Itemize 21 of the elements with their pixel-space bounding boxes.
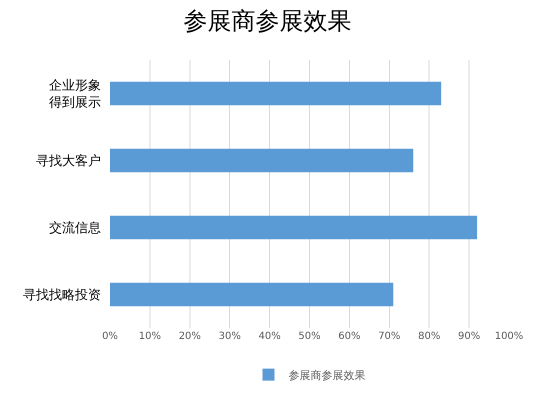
y-tick-label: 企业形象得到展示 xyxy=(49,78,101,110)
x-tick-label: 40% xyxy=(258,331,281,342)
bar xyxy=(110,82,442,106)
x-tick-label: 30% xyxy=(218,331,241,342)
x-tick-label: 100% xyxy=(494,331,524,342)
legend-label: 参展商参展效果 xyxy=(288,368,366,382)
x-tick-label: 10% xyxy=(138,331,162,342)
x-tick-label: 90% xyxy=(458,331,480,342)
bar xyxy=(110,148,414,172)
x-tick-label: 0% xyxy=(102,331,118,342)
y-tick-label: 寻找找略投资 xyxy=(23,288,101,304)
bar xyxy=(110,282,394,306)
y-tick-label: 交流信息 xyxy=(49,220,101,236)
x-tick-label: 50% xyxy=(298,331,321,342)
x-tick-label: 60% xyxy=(338,331,361,342)
x-tick-label: 70% xyxy=(378,331,400,342)
y-tick-label: 寻找大客户 xyxy=(36,153,101,170)
x-tick-label: 80% xyxy=(418,331,440,342)
x-tick-label: 20% xyxy=(178,331,201,342)
chart-title: 参展商参展效果 xyxy=(184,6,352,35)
bar xyxy=(110,216,478,240)
